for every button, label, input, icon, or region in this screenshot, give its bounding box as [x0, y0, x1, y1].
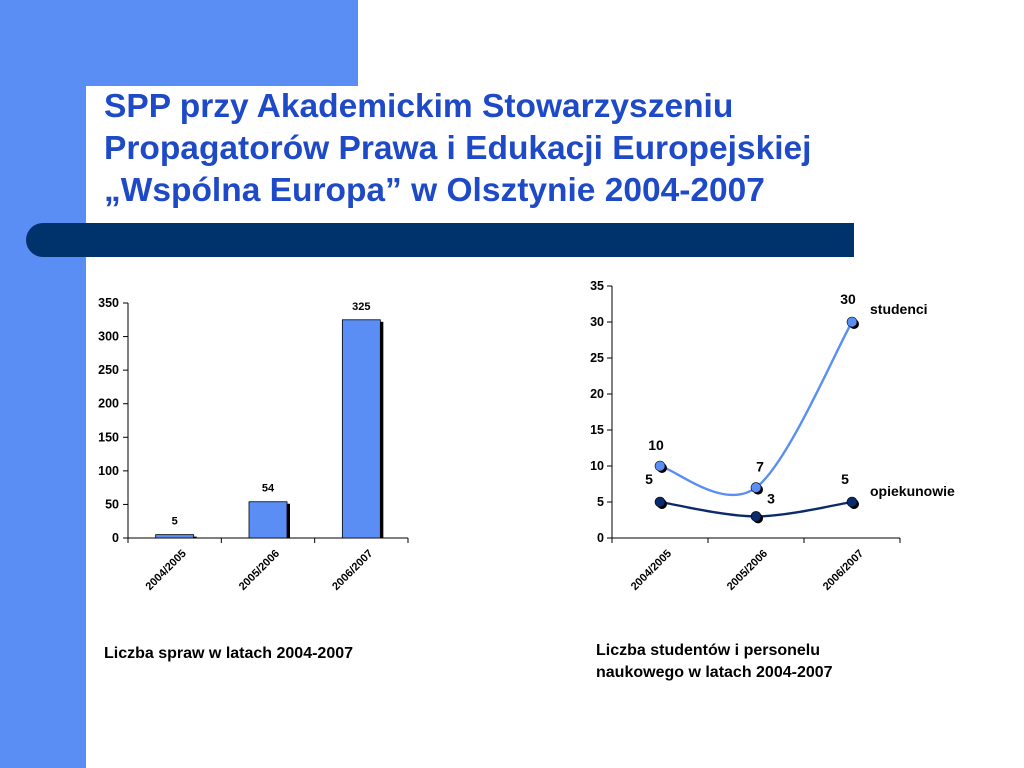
series-data-label: 5 [841, 471, 849, 487]
y-tick-label: 100 [98, 464, 119, 478]
x-tick-label: 2006/2007 [821, 548, 866, 593]
series-data-label: 30 [840, 291, 856, 307]
bar [341, 319, 381, 539]
y-tick-label: 15 [590, 423, 604, 437]
y-tick-label: 350 [98, 296, 119, 310]
y-tick-label: 20 [590, 387, 604, 401]
title-line-3: „Wspólna Europa” w Olsztynie 2004-2007 [104, 172, 765, 209]
y-tick-label: 5 [597, 495, 604, 509]
y-tick-label: 200 [98, 397, 119, 411]
series-data-label: 3 [767, 490, 775, 506]
line-chart-caption-line-2: naukowego w latach 2004-2007 [596, 664, 833, 681]
series-marker-studenci [846, 316, 858, 328]
slide-title: SPP przy Akademickim Stowarzyszeniu Prop… [104, 86, 1004, 212]
y-tick-label: 10 [590, 459, 604, 473]
series-marker-opiekunowie [654, 496, 666, 508]
bar-chart-caption: Liczba spraw w latach 2004-2007 [104, 643, 353, 665]
line-chart-caption-line-1: Liczba studentów i personelu [596, 642, 821, 659]
y-tick-label: 50 [105, 497, 119, 511]
top-accent-band [86, 0, 358, 86]
title-line-1: SPP przy Akademickim Stowarzyszeniu [104, 88, 734, 125]
x-tick-label: 2006/2007 [330, 548, 375, 593]
series-marker-studenci [750, 482, 762, 493]
y-tick-label: 150 [98, 430, 119, 444]
y-tick-label: 30 [590, 315, 604, 329]
bar-data-label: 54 [262, 483, 275, 495]
series-data-label: 5 [645, 471, 653, 487]
bar-chart-caption-text: Liczba spraw w latach 2004-2007 [104, 645, 354, 662]
y-tick-label: 25 [590, 351, 604, 365]
bar [155, 534, 195, 539]
x-tick-label: 2004/2005 [629, 548, 674, 593]
title-divider-bar [26, 223, 854, 257]
left-accent-band [0, 0, 86, 768]
bar-data-label: 5 [172, 516, 178, 528]
y-tick-label: 35 [590, 279, 604, 293]
bar-data-label: 325 [352, 301, 370, 313]
bar-chart: 0 50 100 150 200 250 300 350 5 2004/2005 54 2005/20… [98, 296, 409, 593]
title-panel [86, 86, 1024, 222]
y-tick-label: 0 [112, 531, 119, 545]
y-tick-label: 0 [597, 531, 604, 545]
y-tick-label: 250 [98, 363, 119, 377]
series-marker-studenci [654, 460, 666, 472]
series-name-label: studenci [870, 301, 928, 317]
series-data-label: 10 [648, 437, 664, 453]
y-tick-label: 300 [98, 330, 119, 344]
x-tick-label: 2005/2006 [725, 548, 770, 593]
line-chart-caption: Liczba studentów i personelu naukowego w… [596, 640, 833, 684]
x-tick-label: 2004/2005 [144, 548, 189, 593]
series-data-label: 7 [756, 459, 764, 475]
x-tick-label: 2005/2006 [237, 548, 282, 593]
title-line-2: Propagatorów Prawa i Edukacji Europejski… [104, 130, 812, 167]
series-marker-opiekunowie [846, 496, 858, 508]
bar [248, 501, 288, 539]
series-name-label: opiekunowie [870, 483, 955, 499]
series-marker-opiekunowie [750, 511, 762, 522]
